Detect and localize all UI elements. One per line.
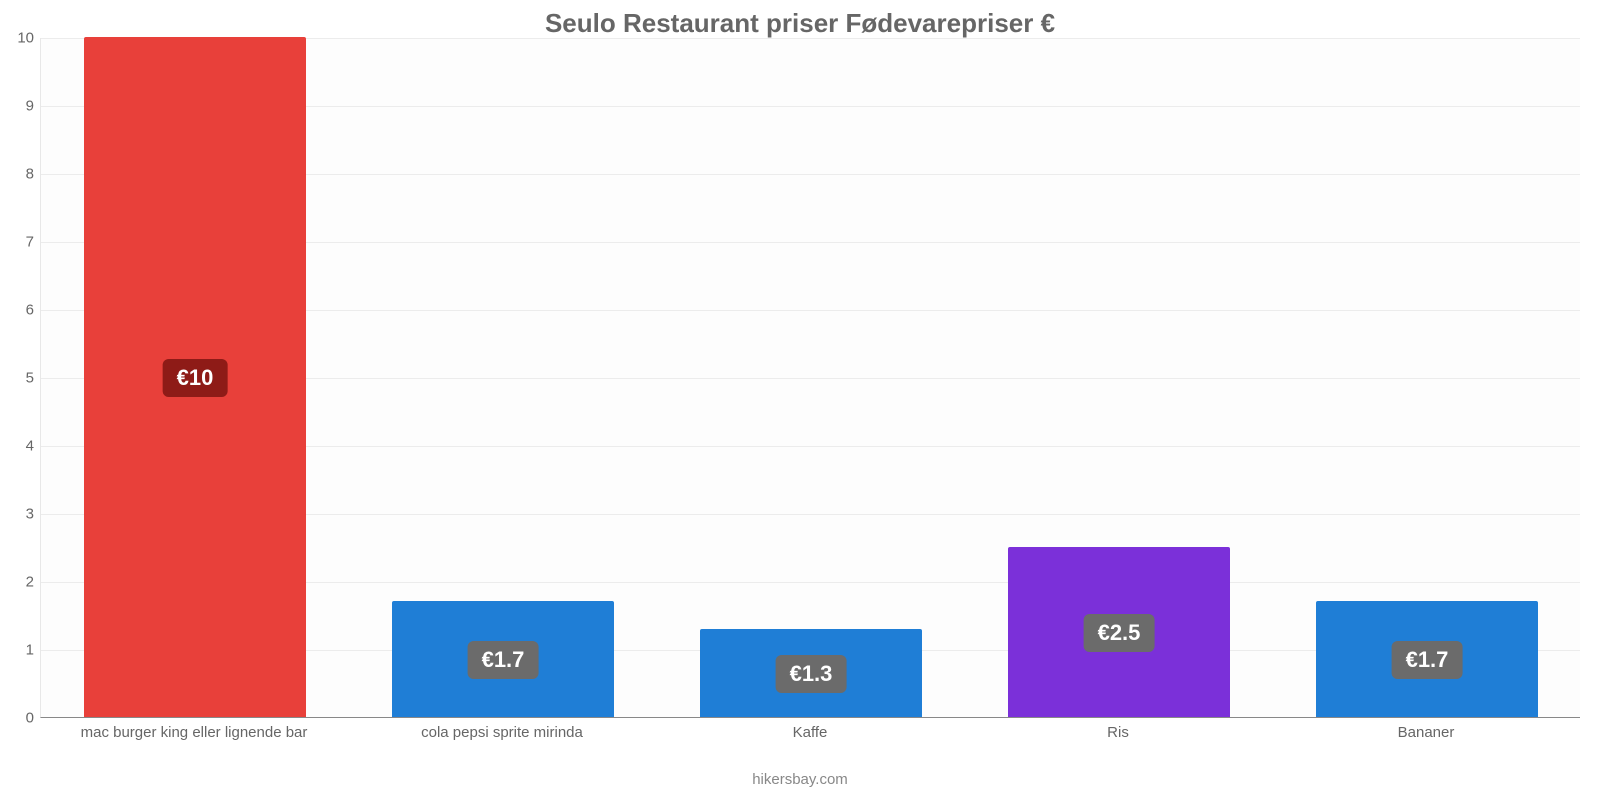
plot-area: €10 €1.7 €1.3 €2.5 €1.7	[40, 38, 1580, 718]
y-tick-label: 5	[4, 370, 34, 387]
bar-value-label: €10	[163, 359, 228, 397]
y-tick-label: 9	[4, 98, 34, 115]
chart-footer: hikersbay.com	[0, 771, 1600, 788]
y-tick-label: 8	[4, 166, 34, 183]
y-tick-label: 3	[4, 506, 34, 523]
price-bar-chart: Seulo Restaurant priser Fødevarepriser €…	[0, 0, 1600, 800]
y-tick-label: 0	[4, 710, 34, 727]
bar-value-label: €1.3	[776, 655, 847, 693]
y-tick-label: 4	[4, 438, 34, 455]
x-tick-label: Kaffe	[793, 724, 828, 741]
x-tick-label: cola pepsi sprite mirinda	[421, 724, 583, 741]
bar-value-label: €1.7	[468, 641, 539, 679]
x-tick-label: Bananer	[1398, 724, 1455, 741]
bar-value-label: €2.5	[1084, 614, 1155, 652]
x-tick-label: mac burger king eller lignende bar	[81, 724, 308, 741]
x-tick-label: Ris	[1107, 724, 1129, 741]
chart-title: Seulo Restaurant priser Fødevarepriser €	[0, 8, 1600, 39]
y-tick-label: 10	[4, 30, 34, 47]
y-tick-label: 6	[4, 302, 34, 319]
y-tick-label: 1	[4, 642, 34, 659]
bar-value-label: €1.7	[1392, 641, 1463, 679]
y-tick-label: 2	[4, 574, 34, 591]
y-tick-label: 7	[4, 234, 34, 251]
